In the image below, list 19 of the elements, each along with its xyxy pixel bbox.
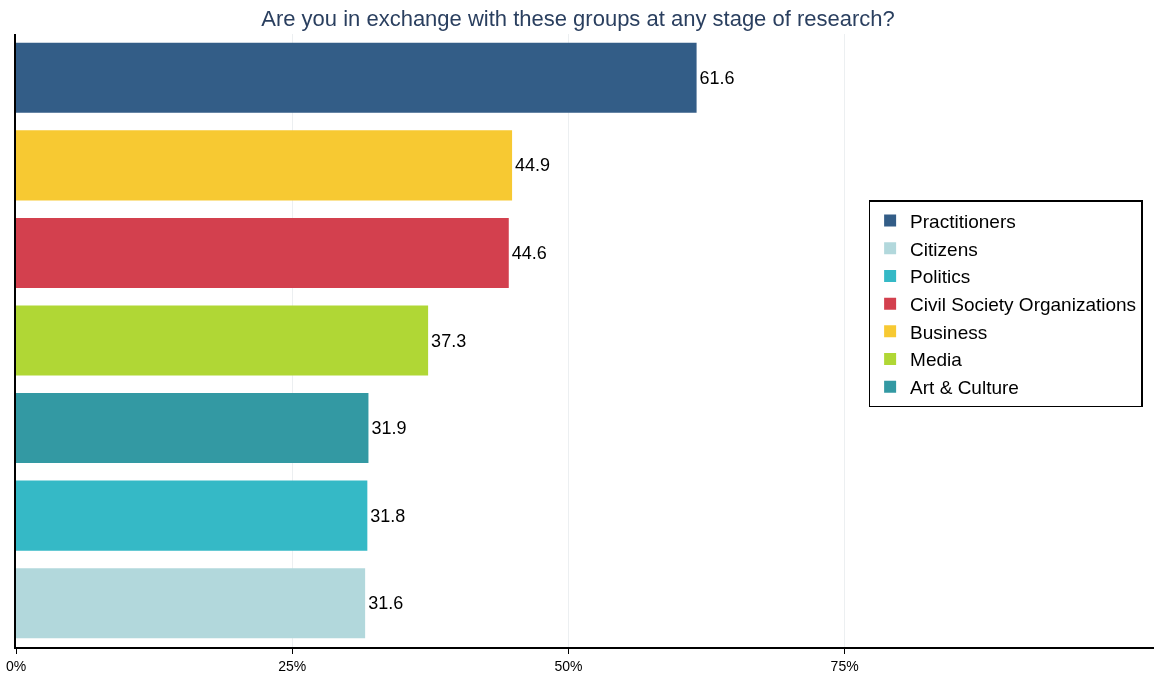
x-tick-label: 75% [830, 657, 859, 674]
legend-label: Civil Society Organizations [910, 294, 1137, 316]
legend-label: Politics [910, 266, 971, 288]
legend-label: Business [910, 321, 988, 343]
legend-label: Media [910, 349, 963, 371]
data-label: 37.3 [431, 330, 467, 351]
x-tick-label: 50% [554, 657, 583, 674]
data-label: 31.9 [371, 418, 407, 439]
data-label: 61.6 [699, 67, 735, 88]
legend-label: Art & Culture [910, 377, 1019, 399]
chart-title: Are you in exchange with these groups at any stage of research? [261, 5, 895, 31]
data-label: 44.9 [515, 155, 551, 176]
x-tick-label: 25% [278, 657, 307, 674]
data-label: 31.8 [370, 505, 406, 526]
data-label: 31.6 [368, 593, 404, 614]
x-tick-label: 0% [5, 657, 27, 674]
legend-label: Citizens [910, 238, 978, 260]
data-label: 44.6 [511, 242, 547, 263]
legend-label: Practitioners [910, 210, 1016, 232]
